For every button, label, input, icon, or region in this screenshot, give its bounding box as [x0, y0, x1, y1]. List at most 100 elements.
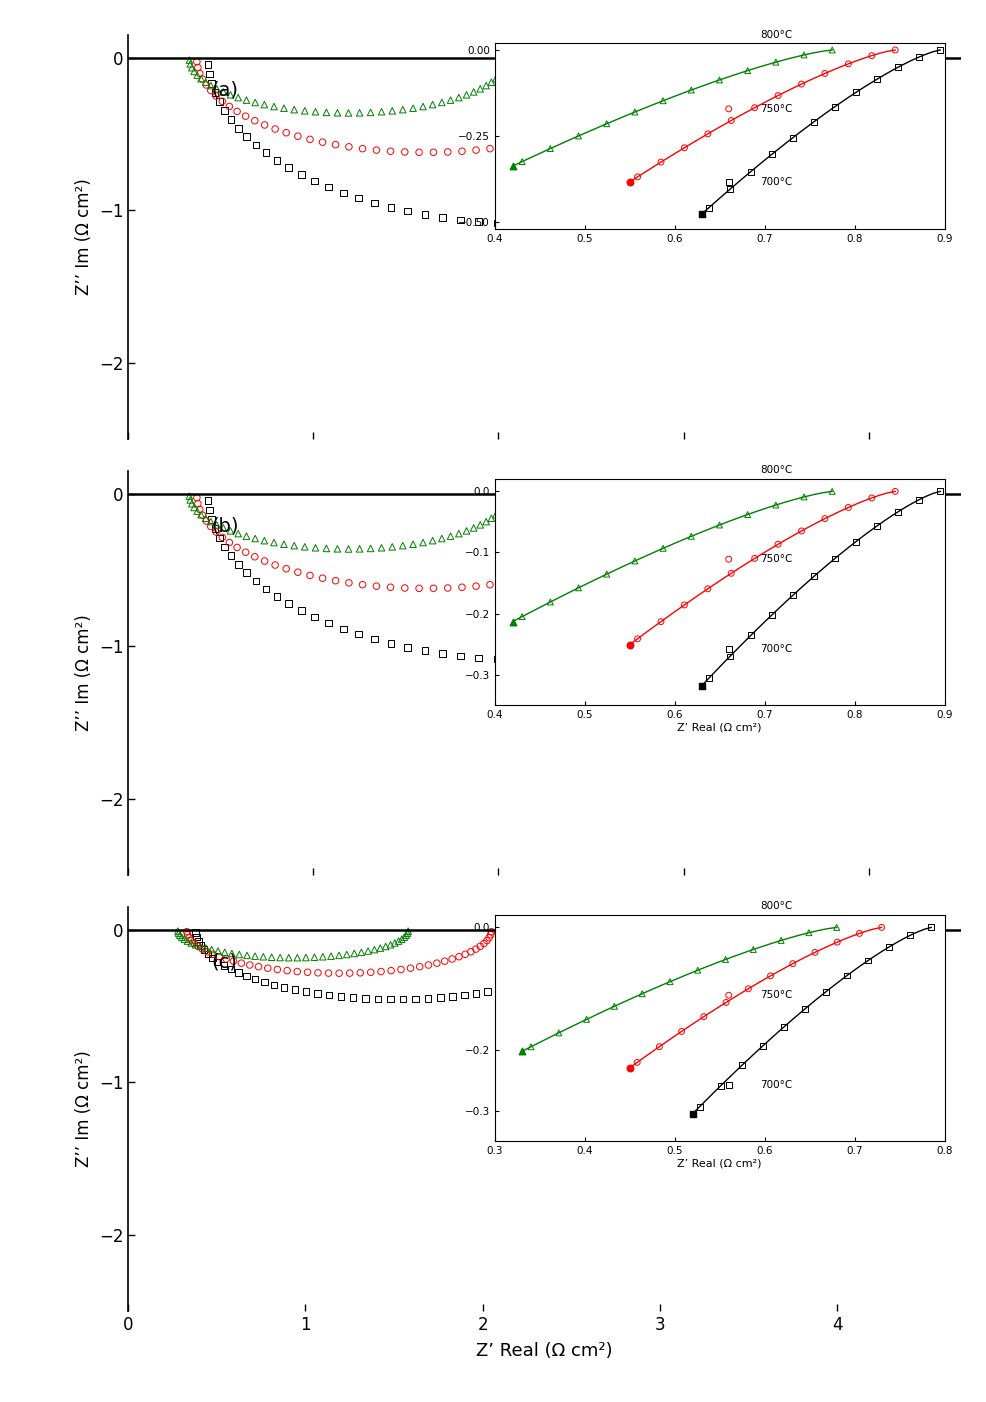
Point: [290, 561, 306, 583]
Point: [189, 64, 205, 87]
Point: [783, 149, 799, 171]
Point: [335, 618, 351, 641]
Point: [198, 72, 214, 94]
Point: [269, 959, 285, 981]
Point: [835, 536, 851, 558]
Point: [426, 578, 442, 600]
Point: [266, 973, 282, 995]
Point: [223, 84, 239, 107]
Point: [434, 527, 450, 550]
Text: (a): (a): [212, 80, 239, 100]
Point: [383, 632, 398, 655]
Point: [216, 517, 232, 540]
Point: [192, 62, 208, 84]
Point: [848, 72, 864, 94]
Point: [302, 128, 317, 150]
Point: [183, 932, 199, 955]
Point: [581, 210, 597, 233]
Point: [850, 499, 866, 522]
Point: [217, 536, 233, 558]
Point: [239, 965, 254, 987]
Point: [480, 980, 496, 1002]
Point: [256, 970, 272, 993]
Point: [499, 489, 515, 512]
Point: [217, 100, 233, 122]
Point: [563, 212, 579, 234]
Point: [522, 130, 537, 153]
Point: [369, 575, 385, 597]
Point: [411, 142, 427, 164]
Point: [196, 938, 212, 960]
Point: [223, 520, 239, 543]
Point: [203, 510, 219, 533]
Point: [611, 529, 627, 551]
Point: [310, 983, 325, 1005]
Point: [187, 921, 203, 944]
Point: [716, 618, 732, 641]
Point: [489, 648, 505, 670]
Point: [321, 984, 337, 1007]
Point: [352, 537, 368, 559]
Point: [373, 960, 388, 983]
Point: [193, 67, 209, 90]
Point: [812, 561, 828, 583]
Point: [267, 554, 283, 576]
Point: [329, 537, 345, 559]
Point: [250, 956, 266, 979]
Point: [341, 572, 357, 594]
Point: [415, 95, 431, 118]
Point: [246, 109, 262, 132]
Point: [211, 527, 227, 550]
Point: [229, 536, 245, 558]
Point: [351, 622, 367, 645]
Point: [183, 930, 199, 952]
Point: [211, 91, 227, 114]
Point: [247, 527, 263, 550]
Point: [370, 987, 386, 1009]
Point: [216, 81, 232, 104]
Point: [182, 489, 198, 512]
Point: [617, 642, 633, 665]
Point: [352, 101, 368, 123]
Point: [353, 941, 369, 963]
Point: [457, 984, 472, 1007]
Point: [437, 951, 453, 973]
Point: [434, 91, 450, 114]
Point: [407, 987, 423, 1009]
Point: [278, 122, 294, 144]
Point: [315, 945, 330, 967]
Point: [399, 923, 415, 945]
Point: [508, 649, 524, 672]
Point: [496, 136, 512, 158]
Point: [635, 203, 651, 226]
Point: [483, 72, 499, 94]
Point: [297, 100, 313, 122]
Point: [429, 952, 445, 974]
Point: [758, 163, 774, 185]
Point: [468, 139, 484, 161]
Point: [635, 555, 651, 578]
Point: [628, 84, 644, 107]
Point: [497, 56, 513, 79]
Point: [308, 101, 323, 123]
Point: [483, 508, 499, 530]
Point: [223, 544, 239, 566]
Point: [570, 554, 586, 576]
Point: [383, 576, 398, 599]
Point: [255, 945, 271, 967]
Point: [558, 122, 574, 144]
Point: [258, 578, 274, 600]
Point: [555, 958, 571, 980]
Point: [342, 962, 358, 984]
Point: [685, 628, 701, 651]
Point: [648, 50, 664, 73]
Point: [848, 508, 864, 530]
Point: [239, 524, 254, 547]
Point: [286, 98, 302, 121]
Point: [544, 213, 560, 236]
Point: [297, 536, 313, 558]
Point: [472, 935, 488, 958]
Point: [512, 973, 528, 995]
Point: [534, 564, 550, 586]
Point: [179, 930, 195, 952]
